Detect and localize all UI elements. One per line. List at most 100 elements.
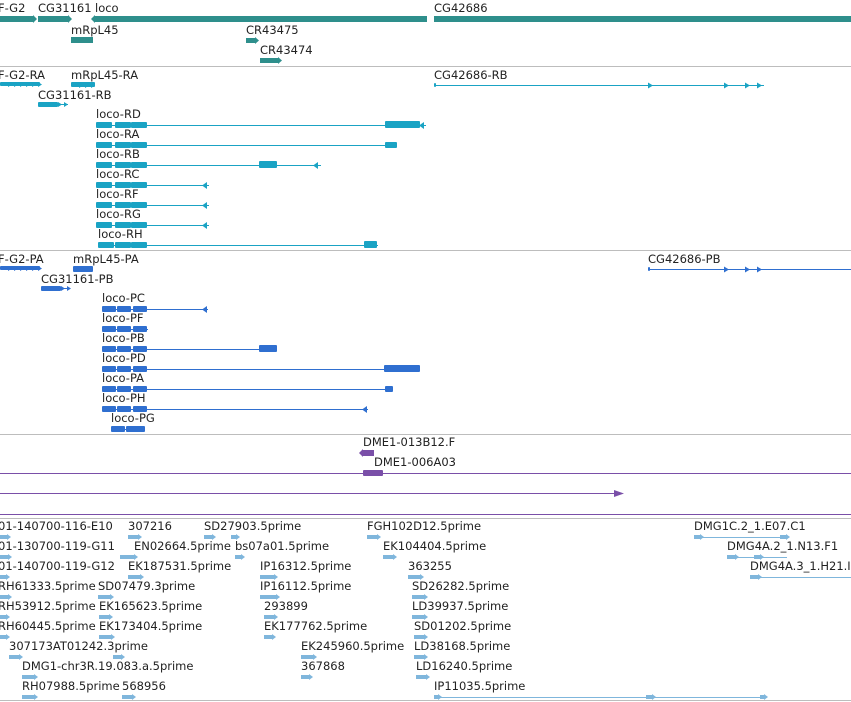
feature-loco-pd[interactable]: loco-PD	[102, 351, 420, 372]
feature-rh61333-5prime[interactable]: RH61333.5prime	[0, 579, 96, 600]
feature-01-140700-119-g12[interactable]: 01-140700-119-G12	[0, 559, 115, 580]
est-block	[0, 635, 6, 639]
feature-mrpl45-pa[interactable]: mRpL45-PA	[73, 252, 139, 272]
est-block	[260, 575, 274, 579]
feature-307173at01242-3prime[interactable]: 307173AT01242.3prime	[9, 639, 148, 660]
strand-arrow	[764, 694, 768, 700]
exon	[131, 222, 147, 228]
feature-dmg1c-2-1-e07-c1[interactable]: DMG1C.2_1.E07.C1	[694, 519, 806, 540]
est-block	[260, 595, 276, 599]
strand-arrow	[212, 534, 216, 540]
feature-01-130700-119-g11[interactable]: 01-130700-119-G11	[0, 539, 115, 560]
feature-363255[interactable]: 363255	[408, 559, 452, 580]
feature-ld39937-5prime[interactable]: LD39937.5prime	[412, 599, 508, 620]
feature-cg42686[interactable]: CG42686	[434, 1, 851, 22]
feature-label: IP16312.5prime	[260, 559, 351, 573]
feature-cr43475[interactable]: CR43475	[246, 23, 299, 44]
strand-arrow	[64, 102, 68, 107]
feature-rh60445-5prime[interactable]: RH60445.5prime	[0, 619, 96, 640]
feature-dmg4a-2-1-n13-f1[interactable]: DMG4A.2_1.N13.F1	[727, 539, 838, 560]
strand-arrow	[20, 82, 24, 87]
strand-arrow	[393, 554, 397, 560]
feature-ld16240-5prime[interactable]: LD16240.5prime	[416, 659, 512, 680]
feature-en02664-5prime[interactable]: EN02664.5prime	[120, 539, 231, 560]
feature-label: SD07479.3prime	[98, 579, 195, 593]
feature-cr43474[interactable]: CR43474	[260, 43, 313, 64]
exon	[133, 366, 147, 372]
feature-label: 01-140700-119-G12	[0, 559, 115, 573]
feature-dmg4a-3-1-h21-i[interactable]: DMG4A.3_1.H21.I	[750, 559, 851, 580]
feature-fgh102d12-5prime[interactable]: FGH102D12.5prime	[367, 519, 481, 540]
feature-01-140700-116-e10[interactable]: 01-140700-116-E10	[0, 519, 113, 540]
feature-cg42686-pb[interactable]: CG42686-PB	[648, 252, 851, 273]
feature-loco-pb[interactable]: loco-PB	[102, 331, 277, 352]
feature-label: CG31161-PB	[41, 272, 114, 286]
feature-label: DMG4A.3_1.H21.I	[750, 559, 851, 573]
feature-cg42686-rb[interactable]: CG42686-RB	[434, 68, 764, 89]
feature-bs07a01-5prime[interactable]: bs07a01.5prime	[235, 539, 329, 560]
strand-arrow	[110, 594, 114, 600]
feature-loco-pa[interactable]: loco-PA	[102, 371, 393, 392]
feature-loco-pc[interactable]: loco-PC	[102, 291, 208, 313]
exon	[131, 202, 147, 208]
feature-loco-ph[interactable]: loco-PH	[102, 391, 368, 413]
strand-arrow	[81, 267, 85, 272]
feature-label: RH60445.5prime	[0, 619, 96, 633]
feature-loco-rd[interactable]: loco-RD	[96, 107, 426, 129]
feature-mrpl45-ra[interactable]: mRpL45-RA	[71, 68, 138, 88]
exon	[115, 162, 131, 168]
exon-marker	[745, 266, 750, 273]
feature-f-g2-pa[interactable]: F-G2-PA	[0, 252, 44, 271]
feature-loco-pg[interactable]: loco-PG	[111, 411, 155, 432]
feature-label: 01-140700-116-E10	[0, 519, 113, 533]
feature-dme1-006a03[interactable]: DME1-006A03	[0, 455, 851, 497]
feature-cg31161[interactable]: CG31161	[38, 1, 92, 23]
feature-loco-rb[interactable]: loco-RB	[96, 147, 321, 169]
feature-ek245960-5prime[interactable]: EK245960.5prime	[301, 639, 404, 660]
feature-ek165623-5prime[interactable]: EK165623.5prime	[99, 599, 202, 620]
feature-loco[interactable]: loco	[91, 1, 427, 23]
strand-arrow	[274, 614, 278, 620]
exon-marker	[745, 82, 750, 89]
feature-label: CG42686	[434, 1, 488, 15]
feature-loco-rh[interactable]: loco-RH	[98, 227, 378, 248]
feature-rh53912-5prime[interactable]: RH53912.5prime	[0, 599, 96, 620]
feature-f-g2-ra[interactable]: F-G2-RA	[0, 68, 45, 87]
strand-arrow	[14, 82, 18, 87]
est-block	[750, 575, 758, 579]
est-block	[301, 655, 313, 659]
feature-ek187531-5prime[interactable]: EK187531.5prime	[128, 559, 231, 580]
feature-568956[interactable]: 568956	[122, 679, 166, 700]
feature-ek104404-5prime[interactable]: EK104404.5prime	[383, 539, 486, 560]
feature-f-g2[interactable]: F-G2	[0, 1, 37, 23]
feature-loco-rf[interactable]: loco-RF	[96, 187, 209, 209]
feature-sd01202-5prime[interactable]: SD01202.5prime	[414, 619, 511, 640]
exon	[137, 426, 145, 432]
feature-cg31161-pb[interactable]: CG31161-PB	[41, 272, 114, 291]
feature-sd26282-5prime[interactable]: SD26282.5prime	[412, 579, 509, 600]
feature-loco-rg[interactable]: loco-RG	[96, 207, 209, 229]
feature-mrpl45[interactable]: mRpL45	[71, 23, 119, 43]
feature-ld38168-5prime[interactable]: LD38168.5prime	[414, 639, 510, 660]
feature-loco-rc[interactable]: loco-RC	[96, 167, 209, 189]
feature-loco-pf[interactable]: loco-PF	[102, 311, 148, 332]
feature-293899[interactable]: 293899	[264, 599, 308, 620]
feature-ip16112-5prime[interactable]: IP16112.5prime	[260, 579, 351, 600]
feature-cg31161-rb[interactable]: CG31161-RB	[38, 88, 112, 107]
strand-arrow	[424, 594, 428, 600]
feature-dmg1-chr3r-19-083-a-5prime[interactable]: DMG1-chr3R.19.083.a.5prime	[22, 659, 193, 680]
feature-307216[interactable]: 307216	[128, 519, 172, 540]
feature-loco-ra[interactable]: loco-RA	[96, 127, 397, 148]
feature-ip16312-5prime[interactable]: IP16312.5prime	[260, 559, 351, 580]
feature-sd07479-3prime[interactable]: SD07479.3prime	[98, 579, 195, 600]
feature-ek177762-5prime[interactable]: EK177762.5prime	[264, 619, 367, 640]
feature-367868[interactable]: 367868	[301, 659, 345, 680]
est-block	[694, 535, 700, 539]
feature-rh07988-5prime[interactable]: RH07988.5prime	[22, 679, 120, 700]
feature-ek173404-5prime[interactable]: EK173404.5prime	[99, 619, 202, 640]
feature-sd27903-5prime[interactable]: SD27903.5prime	[204, 519, 301, 540]
feature-dme1-013b12-f[interactable]: DME1-013B12.F	[359, 435, 455, 457]
feature-ip11035-5prime[interactable]: IP11035.5prime	[434, 679, 768, 700]
strand-arrow	[121, 654, 125, 660]
strand-arrow	[652, 694, 656, 700]
